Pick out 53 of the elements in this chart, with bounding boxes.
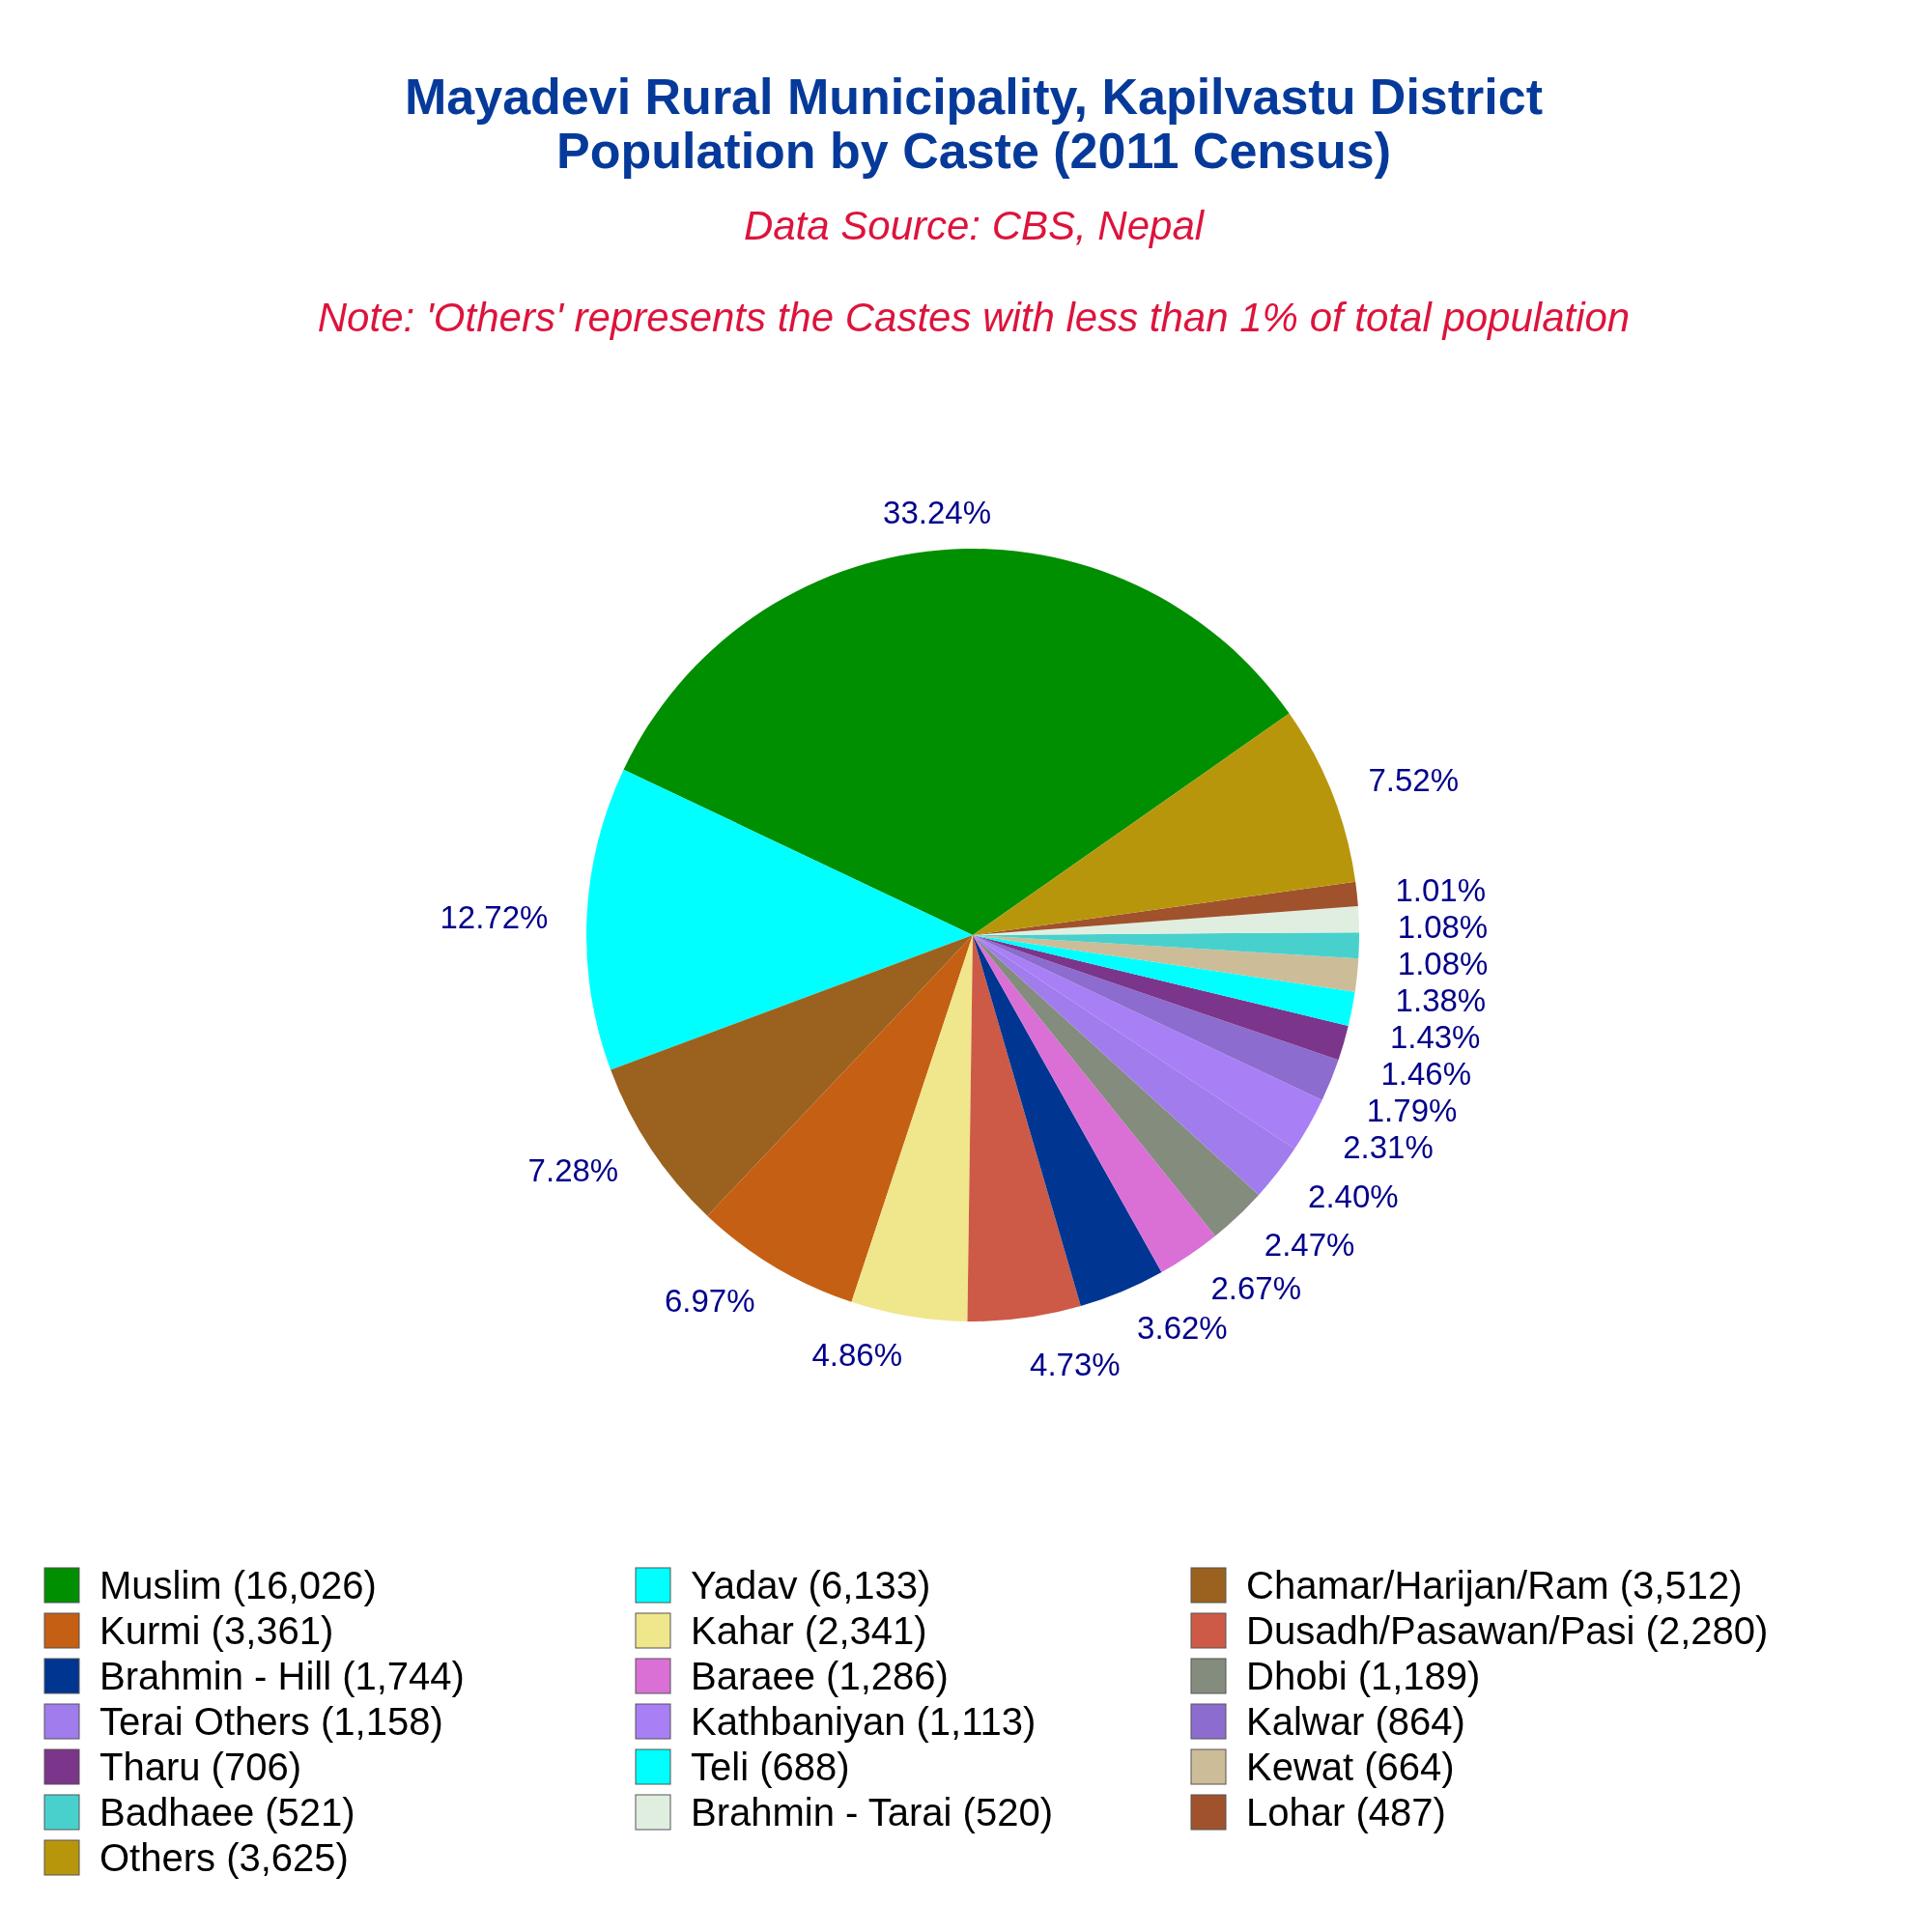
legend-label: Teli (688) [691,1746,850,1788]
pie-slice [973,935,1349,1061]
legend-label: Dhobi (1,189) [1246,1655,1481,1697]
data-label: 2.67% [1210,1269,1302,1306]
legend-label: Terai Others (1,158) [99,1700,443,1743]
data-label: 1.08% [1397,946,1489,982]
legend-label: Muslim (16,026) [99,1564,377,1606]
data-label: 1.46% [1380,1056,1472,1093]
data-label: 3.62% [1137,1309,1228,1346]
chart-subtitle: Data Source: CBS, Nepal [743,203,1206,248]
legend-label: Brahmin - Tarai (520) [691,1791,1053,1833]
legend-label: Others (3,625) [99,1836,349,1879]
legend-label: Chamar/Harijan/Ram (3,512) [1246,1564,1743,1606]
legend-label: Baraee (1,286) [691,1655,949,1697]
pie-slice [967,935,1081,1321]
pie-slice [623,549,1290,935]
pie-slice [973,713,1356,935]
pie-slice [586,769,973,1070]
chart-title: Mayadevi Rural Municipality, Kapilvastu District Population by Caste (2011 Census) [404,69,1544,179]
legend-label: Dusadh/Pasawan/Pasi (2,280) [1246,1609,1769,1652]
legend-label: Kurmi (3,361) [99,1609,334,1652]
data-label: 7.28% [527,1152,619,1189]
data-label: 12.72% [440,899,549,936]
data-label: 33.24% [883,494,991,530]
data-label: 1.43% [1389,1019,1481,1056]
legend-label: Lohar (487) [1246,1791,1446,1833]
pie-slice [973,935,1162,1307]
legend-label: Yadav (6,133) [691,1564,931,1606]
data-label: 1.38% [1395,982,1487,1019]
text: Note: 'Others' represents the Castes with less than 1% of total population [317,295,1631,340]
data-label: 1.08% [1397,909,1489,946]
legend-label: Kathbaniyan (1,113) [691,1700,1037,1743]
legend-label: Badhaee (521) [99,1791,355,1833]
pie-slice [973,935,1355,1026]
data-label: 2.40% [1308,1179,1399,1215]
data-label: 6.97% [664,1282,755,1319]
data-label: 4.73% [1030,1346,1121,1382]
legend-label: Kalwar (864) [1246,1700,1465,1743]
data-label: 2.31% [1343,1129,1434,1166]
legend-label: Kewat (664) [1246,1746,1455,1788]
data-label: 7.52% [1368,761,1460,798]
data-label: 4.86% [811,1336,903,1373]
pie-slice [973,935,1359,992]
pie-slice [973,935,1260,1236]
pie-slice [851,935,973,1321]
pie-slice [973,935,1216,1272]
legend-label: Kahar (2,341) [691,1609,927,1652]
data-label: 1.79% [1366,1093,1458,1129]
legend-label: Tharu (706) [99,1746,301,1788]
pie-slice [973,935,1339,1100]
data-label: 2.47% [1264,1227,1355,1264]
legend-label: Brahmin - Hill (1,744) [99,1655,465,1697]
data-label: 1.01% [1395,872,1487,909]
